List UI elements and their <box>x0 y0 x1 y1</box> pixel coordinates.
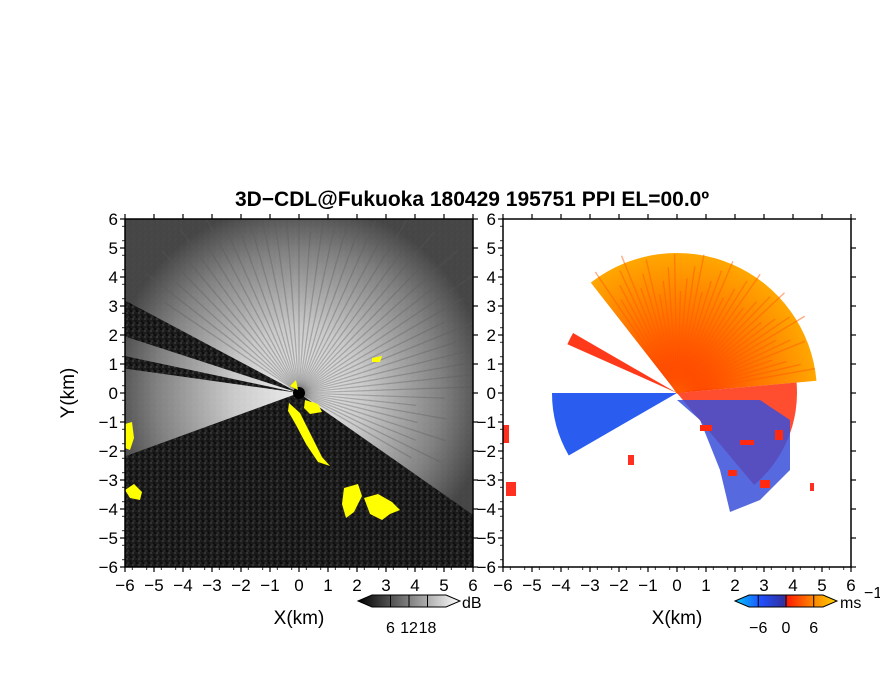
reflectivity-panel: −6 −5 −4 −3 −2 −1 0 1 2 3 4 5 6 6 5 4 3 2 1 0 −1 −2 −3 −4 −5 −6 Y… <box>58 210 478 629</box>
y-tick-label: 1 <box>109 355 118 374</box>
x-tick-label: 2 <box>352 576 361 595</box>
velocity-panel: −6 −5 −4 −3 −2 −1 0 1 2 3 4 5 6 6 5 4 3 2 1 0 −1 −2 −3 −4 −5 −6 X… <box>477 210 856 629</box>
y-tick-label: −6 <box>477 558 496 577</box>
velocity-patch <box>700 425 712 431</box>
reflectivity-echo-sector <box>125 368 299 457</box>
velocity-clutter <box>628 455 634 465</box>
velocity-colorbar-unit: ms <box>840 595 861 612</box>
velocity-patch <box>760 480 770 488</box>
y-tick-label: 0 <box>109 384 118 403</box>
y-tick-label: 4 <box>109 268 118 287</box>
velocity-streak <box>567 333 677 393</box>
reflectivity-image <box>125 219 473 567</box>
x-tick-label: 5 <box>817 576 826 595</box>
y-tick-label: −4 <box>99 500 118 519</box>
x-tick-label: −5 <box>144 576 163 595</box>
velocity-colorbar-unit-exponent: −1 <box>864 585 880 602</box>
velocity-clutter <box>506 482 516 496</box>
velocity-image <box>503 219 851 567</box>
x-tick-label: −6 <box>493 576 512 595</box>
y-tick-label: 6 <box>487 210 496 229</box>
saturated-echo-region <box>304 400 322 414</box>
y-tick-label: −2 <box>477 442 496 461</box>
saturated-echo-region <box>290 380 298 390</box>
x-tick-label: 6 <box>468 576 477 595</box>
x-tick-label: 4 <box>788 576 797 595</box>
velocity-clutter <box>810 483 814 491</box>
y-tick-label: −1 <box>477 413 496 432</box>
x-tick-label: 4 <box>410 576 419 595</box>
velocity-colorbar: −6 0 6 ms −1 <box>733 585 880 637</box>
saturated-echo-region <box>364 494 400 520</box>
reflectivity-x-axis-label: X(km) <box>274 608 325 629</box>
velocity-patch <box>728 470 737 476</box>
x-tick-label: 1 <box>701 576 710 595</box>
reflectivity-colorbar: 6 12 18 dB <box>356 594 482 637</box>
x-tick-label: −3 <box>202 576 221 595</box>
y-tick-label: 3 <box>109 297 118 316</box>
chart-title: 3D−CDL@Fukuoka 180429 195751 PPI EL=00.0… <box>235 188 709 211</box>
velocity-patch <box>740 440 754 445</box>
x-tick-label: −4 <box>551 576 570 595</box>
x-tick-label: 0 <box>294 576 303 595</box>
x-tick-label: 5 <box>439 576 448 595</box>
x-tick-label: −3 <box>580 576 599 595</box>
y-tick-label: −1 <box>99 413 118 432</box>
x-tick-label: −1 <box>638 576 657 595</box>
colorbar-tick-label: 6 <box>386 620 395 637</box>
y-tick-label: 2 <box>487 326 496 345</box>
y-tick-label: −3 <box>99 471 118 490</box>
saturated-echo-region <box>125 422 134 450</box>
x-tick-label: 1 <box>323 576 332 595</box>
colorbar-tick-label: −6 <box>749 620 767 637</box>
reflectivity-y-axis-label: Y(km) <box>58 368 79 419</box>
x-tick-label: 3 <box>759 576 768 595</box>
x-tick-label: −1 <box>260 576 279 595</box>
y-tick-label: −4 <box>477 500 496 519</box>
x-tick-label: 0 <box>672 576 681 595</box>
velocity-x-axis-label: X(km) <box>652 608 703 629</box>
x-tick-label: 6 <box>846 576 855 595</box>
x-tick-label: −2 <box>609 576 628 595</box>
reflectivity-echo-sector <box>125 219 473 515</box>
colorbar-tick-label: 6 <box>809 620 818 637</box>
saturated-echo-region <box>125 484 142 500</box>
reflectivity-colorbar-unit: dB <box>462 595 482 612</box>
y-tick-label: 5 <box>109 239 118 258</box>
x-tick-label: −2 <box>231 576 250 595</box>
y-tick-label: 3 <box>487 297 496 316</box>
y-tick-label: −3 <box>477 471 496 490</box>
colorbar-tick-label: 0 <box>782 620 791 637</box>
saturated-echo-region <box>372 356 382 362</box>
colorbar-tick-label: 18 <box>419 620 437 637</box>
velocity-patch <box>775 430 783 440</box>
y-tick-label: −5 <box>477 529 496 548</box>
colorbar-tick-label: 12 <box>400 620 418 637</box>
x-tick-label: 2 <box>730 576 739 595</box>
approaching-velocity-region <box>552 393 677 456</box>
x-tick-label: −5 <box>522 576 541 595</box>
y-tick-label: −6 <box>99 558 118 577</box>
y-tick-label: 0 <box>487 384 496 403</box>
y-tick-label: 5 <box>487 239 496 258</box>
x-tick-label: −4 <box>173 576 192 595</box>
y-tick-label: 2 <box>109 326 118 345</box>
y-tick-label: 6 <box>109 210 118 229</box>
x-tick-label: −6 <box>115 576 134 595</box>
reflectivity-echo-sector <box>125 336 299 393</box>
velocity-clutter <box>503 425 509 443</box>
y-tick-label: −5 <box>99 529 118 548</box>
x-tick-label: 3 <box>381 576 390 595</box>
saturated-echo-region <box>288 403 330 466</box>
y-tick-label: 1 <box>487 355 496 374</box>
y-tick-label: −2 <box>99 442 118 461</box>
y-tick-label: 4 <box>487 268 496 287</box>
saturated-echo-region <box>342 484 362 518</box>
